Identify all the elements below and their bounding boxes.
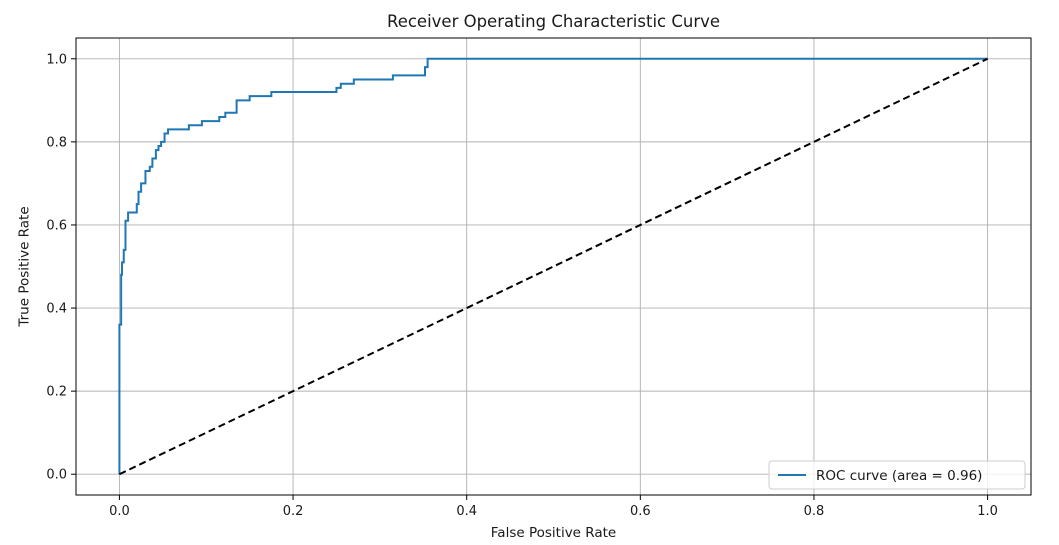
y-tick-label: 1.0: [46, 52, 67, 67]
y-tick-label: 0.2: [46, 385, 67, 400]
x-tick-label: 0.4: [456, 504, 477, 519]
roc-curve-line: [118, 57, 988, 475]
y-tick-label: 0.0: [46, 468, 67, 483]
x-tick-label: 1.0: [977, 504, 998, 519]
axis-ticks: 0.0 0.2 0.4 0.6 0.8 1.0 0.0 0.2 0.4 0.6 0.8 1.0: [46, 52, 998, 519]
plot-frame: [75, 37, 1032, 496]
y-tick-label: 0.4: [46, 302, 67, 317]
legend: ROC curve (area = 0.96): [768, 460, 1026, 490]
x-axis-label: False Positive Rate: [491, 525, 616, 541]
chart-title: Receiver Operating Characteristic Curve: [387, 12, 720, 31]
x-tick-label: 0.0: [109, 504, 130, 519]
chance-line: [118, 57, 989, 476]
x-tick-label: 0.6: [630, 504, 651, 519]
legend-label-roc-curve: ROC curve (area = 0.96): [816, 468, 982, 484]
grid-lines: [76, 38, 1031, 495]
x-tick-label: 0.2: [283, 504, 304, 519]
x-tick-label: 0.8: [804, 504, 825, 519]
y-tick-label: 0.8: [46, 135, 67, 150]
series-layer: [118, 57, 989, 476]
y-tick-label: 0.6: [46, 218, 67, 233]
y-axis-label: True Positive Rate: [17, 206, 33, 327]
legend-box: [768, 460, 1026, 490]
